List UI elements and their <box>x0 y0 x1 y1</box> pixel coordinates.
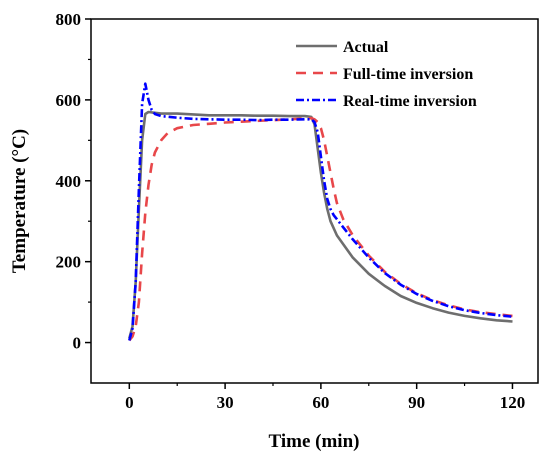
legend-label-0: Actual <box>343 39 389 56</box>
series-layer <box>128 82 513 342</box>
series-line-1 <box>128 116 513 342</box>
legend: Actual Full-time inversion Real-time inver… <box>296 39 477 110</box>
y-tick-label: 800 <box>56 10 82 29</box>
y-tick-label: 400 <box>56 172 82 191</box>
tick-layer: 0 30 60 90 120 0 200 400 600 800 <box>56 10 526 412</box>
y-tick-label: 200 <box>56 253 82 272</box>
y-tick-label: 600 <box>56 91 82 110</box>
series-line-0 <box>128 110 513 339</box>
x-tick-label: 90 <box>408 393 425 412</box>
x-tick-label: 0 <box>125 393 134 412</box>
legend-label-1: Full-time inversion <box>343 66 473 83</box>
series-line-2 <box>128 82 513 341</box>
y-tick-label: 0 <box>73 334 82 353</box>
x-tick-label: 60 <box>312 393 329 412</box>
x-tick-label: 120 <box>500 393 526 412</box>
legend-label-2: Real-time inversion <box>343 93 477 110</box>
x-tick-label: 30 <box>217 393 234 412</box>
x-axis-title: Time (min) <box>269 431 360 452</box>
plot-frame <box>90 18 539 384</box>
y-axis-title: Temperature (°C) <box>9 129 30 273</box>
